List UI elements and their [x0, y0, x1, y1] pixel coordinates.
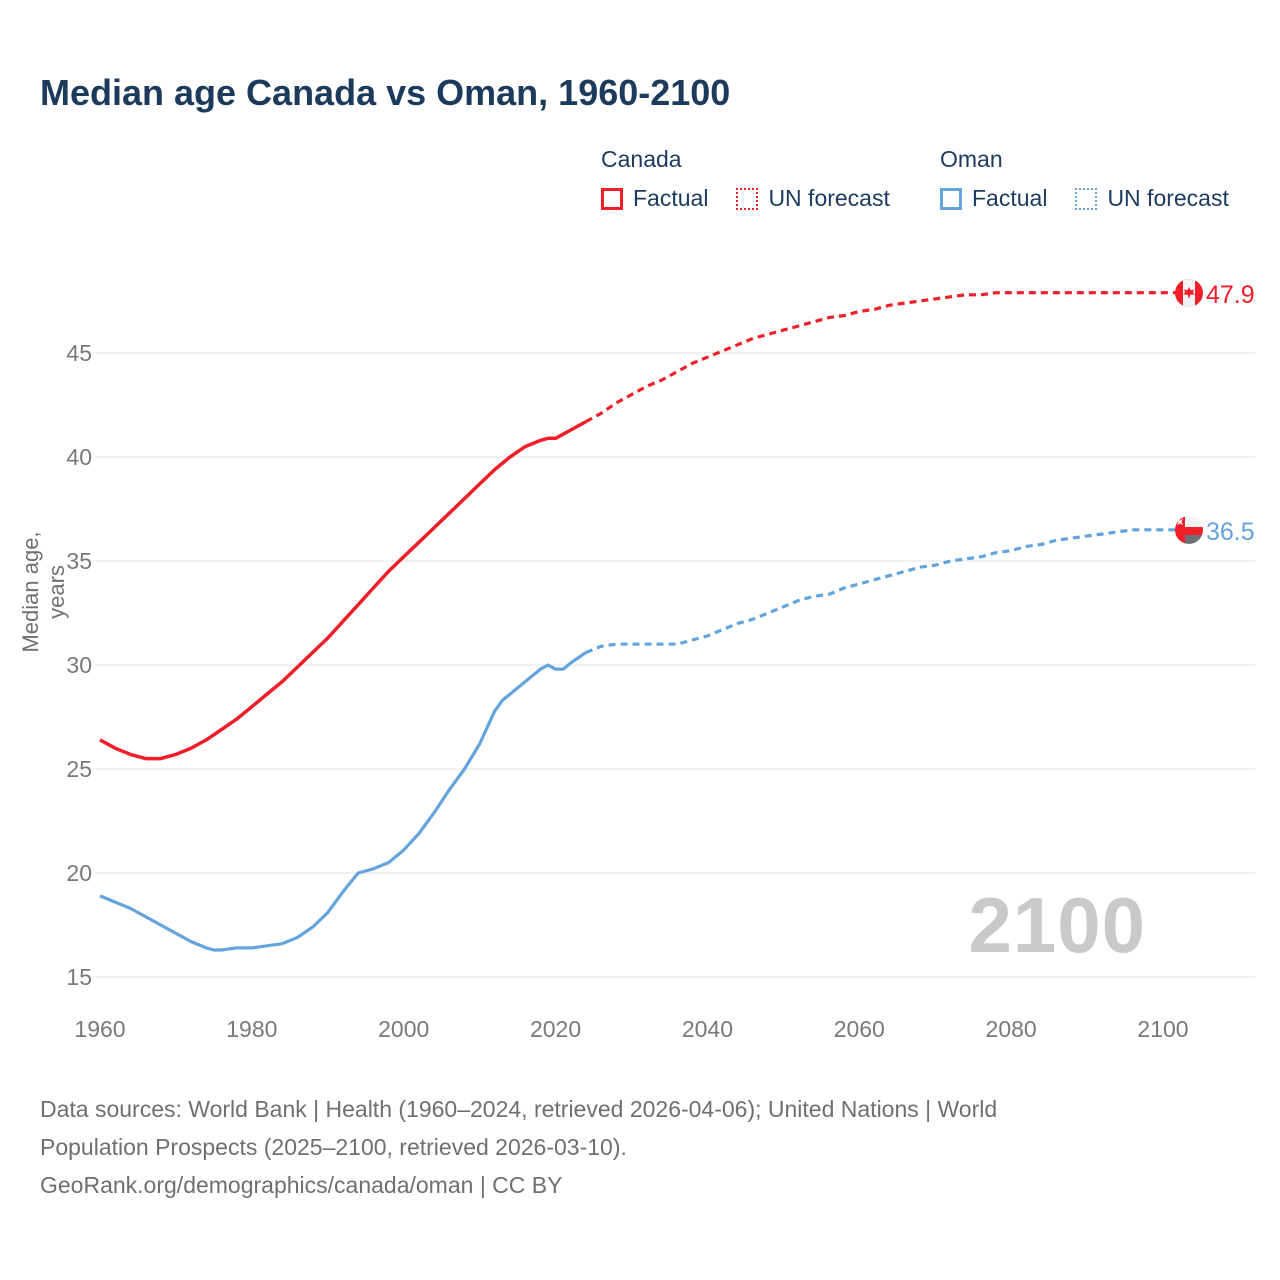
y-tick-label: 35 — [66, 548, 92, 574]
legend-oman: Oman Factual UN forecast — [940, 146, 1247, 212]
gridlines — [95, 352, 1255, 978]
series-oman-un-forecast — [585, 528, 1176, 654]
x-tick-label: 2100 — [1137, 1016, 1189, 1042]
x-tick-label: 2060 — [833, 1016, 885, 1042]
y-tick-label: 25 — [66, 756, 92, 782]
oman-forecast-label: UN forecast — [1107, 185, 1229, 211]
canada-flag-icon — [1175, 279, 1203, 307]
watermark-year: 2100 — [968, 881, 1146, 969]
x-tick-label: 2080 — [985, 1016, 1037, 1042]
footer-line-3: GeoRank.org/demographics/canada/oman | C… — [40, 1172, 563, 1198]
y-tick-label: 40 — [66, 444, 92, 470]
series-canada-un-forecast — [585, 291, 1176, 424]
oman-forecast-swatch-icon — [1075, 187, 1098, 210]
oman-factual-swatch-icon — [940, 187, 962, 210]
data-series — [99, 291, 1176, 952]
canada-end-value: 47.9 — [1206, 281, 1255, 309]
x-tick-label: 1960 — [74, 1016, 126, 1042]
canada-factual-label: Factual — [633, 185, 709, 211]
x-tick-label: 2040 — [681, 1016, 733, 1042]
legend-canada: Canada Factual UN forecast — [601, 146, 908, 212]
y-tick-label: 15 — [66, 964, 92, 990]
y-tick-label: 45 — [66, 340, 92, 366]
x-tick-label: 2000 — [378, 1016, 430, 1042]
canada-forecast-label: UN forecast — [768, 185, 890, 211]
y-tick-label: 30 — [66, 652, 92, 678]
series-oman-factual — [99, 651, 587, 952]
oman-end-value: 36.5 — [1206, 518, 1255, 546]
canada-forecast-swatch-icon — [736, 187, 759, 210]
series-canada-factual — [99, 420, 587, 761]
canada-factual-swatch-icon — [601, 187, 623, 210]
page-title: Median age Canada vs Oman, 1960-2100 — [40, 72, 731, 113]
oman-factual-label: Factual — [972, 185, 1048, 211]
legend-canada-header: Canada — [601, 146, 682, 172]
footer-line-2: Population Prospects (2025–2100, retriev… — [40, 1134, 627, 1160]
y-tick-label: 20 — [66, 860, 92, 886]
x-tick-label: 2020 — [529, 1016, 582, 1042]
footer-line-1: Data sources: World Bank | Health (1960–… — [40, 1096, 998, 1122]
oman-flag-icon — [1175, 516, 1203, 544]
footer-attribution: Data sources: World Bank | Health (1960–… — [40, 1090, 997, 1204]
x-tick-label: 1980 — [226, 1016, 278, 1042]
legend-oman-header: Oman — [940, 146, 1003, 172]
